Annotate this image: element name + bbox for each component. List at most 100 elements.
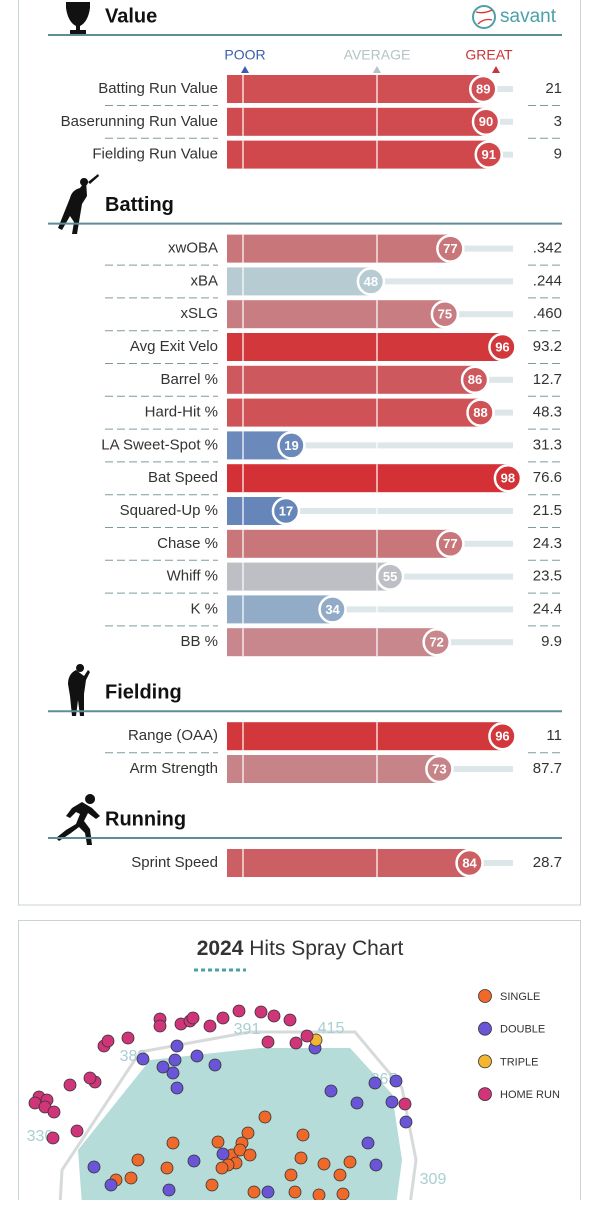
metric-value: 23.5	[533, 568, 562, 585]
hit-dot	[70, 1124, 84, 1138]
percentile-text: 96	[495, 339, 509, 354]
percentile-circle	[430, 299, 460, 329]
hit-dot	[208, 1058, 222, 1072]
metric-label: BB %	[180, 633, 218, 650]
percentile-text: 88	[473, 405, 487, 420]
metric-value: 12.7	[533, 371, 562, 388]
percentile-bar	[227, 562, 391, 591]
hit-dot	[168, 1053, 182, 1067]
legend-swatch	[478, 1054, 492, 1069]
poor-marker	[241, 66, 249, 73]
percentile-text: 34	[325, 602, 340, 617]
hit-dot	[247, 1185, 261, 1199]
hit-dot	[333, 1168, 347, 1182]
percentile-circle	[488, 332, 517, 362]
metric-label: Chase %	[157, 535, 218, 552]
percentile-text: 48	[364, 274, 378, 289]
section-title: Fielding	[105, 681, 182, 703]
metric-value: 9	[554, 146, 562, 163]
hit-dot	[258, 1110, 272, 1124]
percentile-track	[332, 606, 513, 613]
percentile-circle	[318, 595, 347, 624]
hit-dot	[267, 1009, 281, 1023]
hit-dot	[243, 1148, 257, 1162]
metric-label: Arm Strength	[130, 760, 218, 777]
percentile-text: 19	[284, 438, 298, 453]
legend-swatch	[478, 989, 492, 1003]
metric-value: 24.3	[533, 535, 562, 552]
hit-dot	[389, 1074, 403, 1088]
legend-label: HOME RUN	[500, 1089, 560, 1101]
hit-dot	[398, 1097, 412, 1111]
metric-label: xSLG	[180, 305, 218, 322]
percentile-circle	[425, 754, 454, 784]
metric-label: Avg Exit Velo	[130, 338, 218, 355]
hit-dot	[288, 1185, 302, 1199]
great-marker	[492, 66, 500, 73]
metric-label: Barrel %	[160, 371, 218, 388]
hit-dot	[186, 1011, 200, 1025]
percentile-track	[444, 311, 513, 318]
hit-dot	[211, 1135, 225, 1149]
hit-dot	[343, 1155, 357, 1169]
percentile-circle	[356, 267, 386, 296]
percentile-track	[480, 409, 513, 416]
hit-dot	[241, 1126, 255, 1140]
metric-value: 28.7	[533, 854, 562, 871]
percentile-bar	[227, 75, 484, 103]
percentile-circle	[277, 431, 306, 460]
hit-dot	[136, 1052, 150, 1066]
hit-dot	[121, 1031, 135, 1045]
hit-dot	[261, 1185, 275, 1199]
metric-label: Baserunning Run Value	[61, 113, 218, 130]
metric-label: Squared-Up %	[120, 502, 218, 519]
metric-value: 21.5	[533, 502, 562, 519]
fielder-icon	[68, 664, 90, 716]
percentile-bar	[227, 595, 333, 624]
section-title: Running	[105, 808, 186, 830]
metric-value: .342	[533, 240, 562, 257]
metric-value: 31.3	[533, 436, 562, 453]
hit-dot	[46, 1131, 60, 1145]
percentile-circle	[375, 562, 405, 591]
trophy-icon	[66, 2, 90, 36]
percentile-bar	[227, 267, 371, 296]
percentile-circle	[422, 627, 451, 657]
hit-dot	[101, 1034, 115, 1048]
hit-dot	[166, 1136, 180, 1150]
percentile-text: 55	[383, 569, 397, 584]
percentile-circle	[455, 848, 484, 878]
percentile-track	[291, 442, 513, 449]
percentile-track	[439, 766, 513, 772]
hit-dot	[170, 1081, 184, 1095]
hit-dot	[47, 1105, 61, 1119]
metric-value: 76.6	[533, 469, 562, 486]
percentile-text: 89	[476, 81, 490, 96]
hit-dot	[385, 1095, 399, 1109]
scale-poor: POOR	[224, 47, 265, 63]
logo-seams	[475, 9, 493, 25]
hit-dot	[87, 1160, 101, 1174]
percentile-text: 77	[443, 536, 457, 551]
scale-average: AVERAGE	[344, 47, 411, 63]
spray-title-year: 2024	[197, 937, 244, 960]
percentile-bar	[227, 722, 503, 751]
percentile-circle	[469, 74, 498, 104]
hit-dot	[124, 1171, 138, 1185]
percentile-bar	[227, 529, 451, 558]
legend-swatch	[478, 1087, 492, 1101]
percentile-bar	[227, 628, 437, 657]
hit-dot	[63, 1078, 77, 1092]
metric-label: Sprint Speed	[131, 854, 218, 871]
scale-great: GREAT	[465, 47, 513, 63]
percentile-track	[450, 245, 513, 252]
percentile-track	[469, 860, 513, 866]
hit-dot	[166, 1066, 180, 1080]
hit-dot	[83, 1071, 97, 1085]
metric-value: 11	[546, 727, 562, 744]
hit-dot	[361, 1136, 375, 1150]
metric-label: Fielding Run Value	[92, 146, 218, 163]
percentile-text: 96	[495, 729, 509, 744]
percentile-text: 77	[443, 241, 457, 256]
section-icons	[56, 2, 100, 845]
